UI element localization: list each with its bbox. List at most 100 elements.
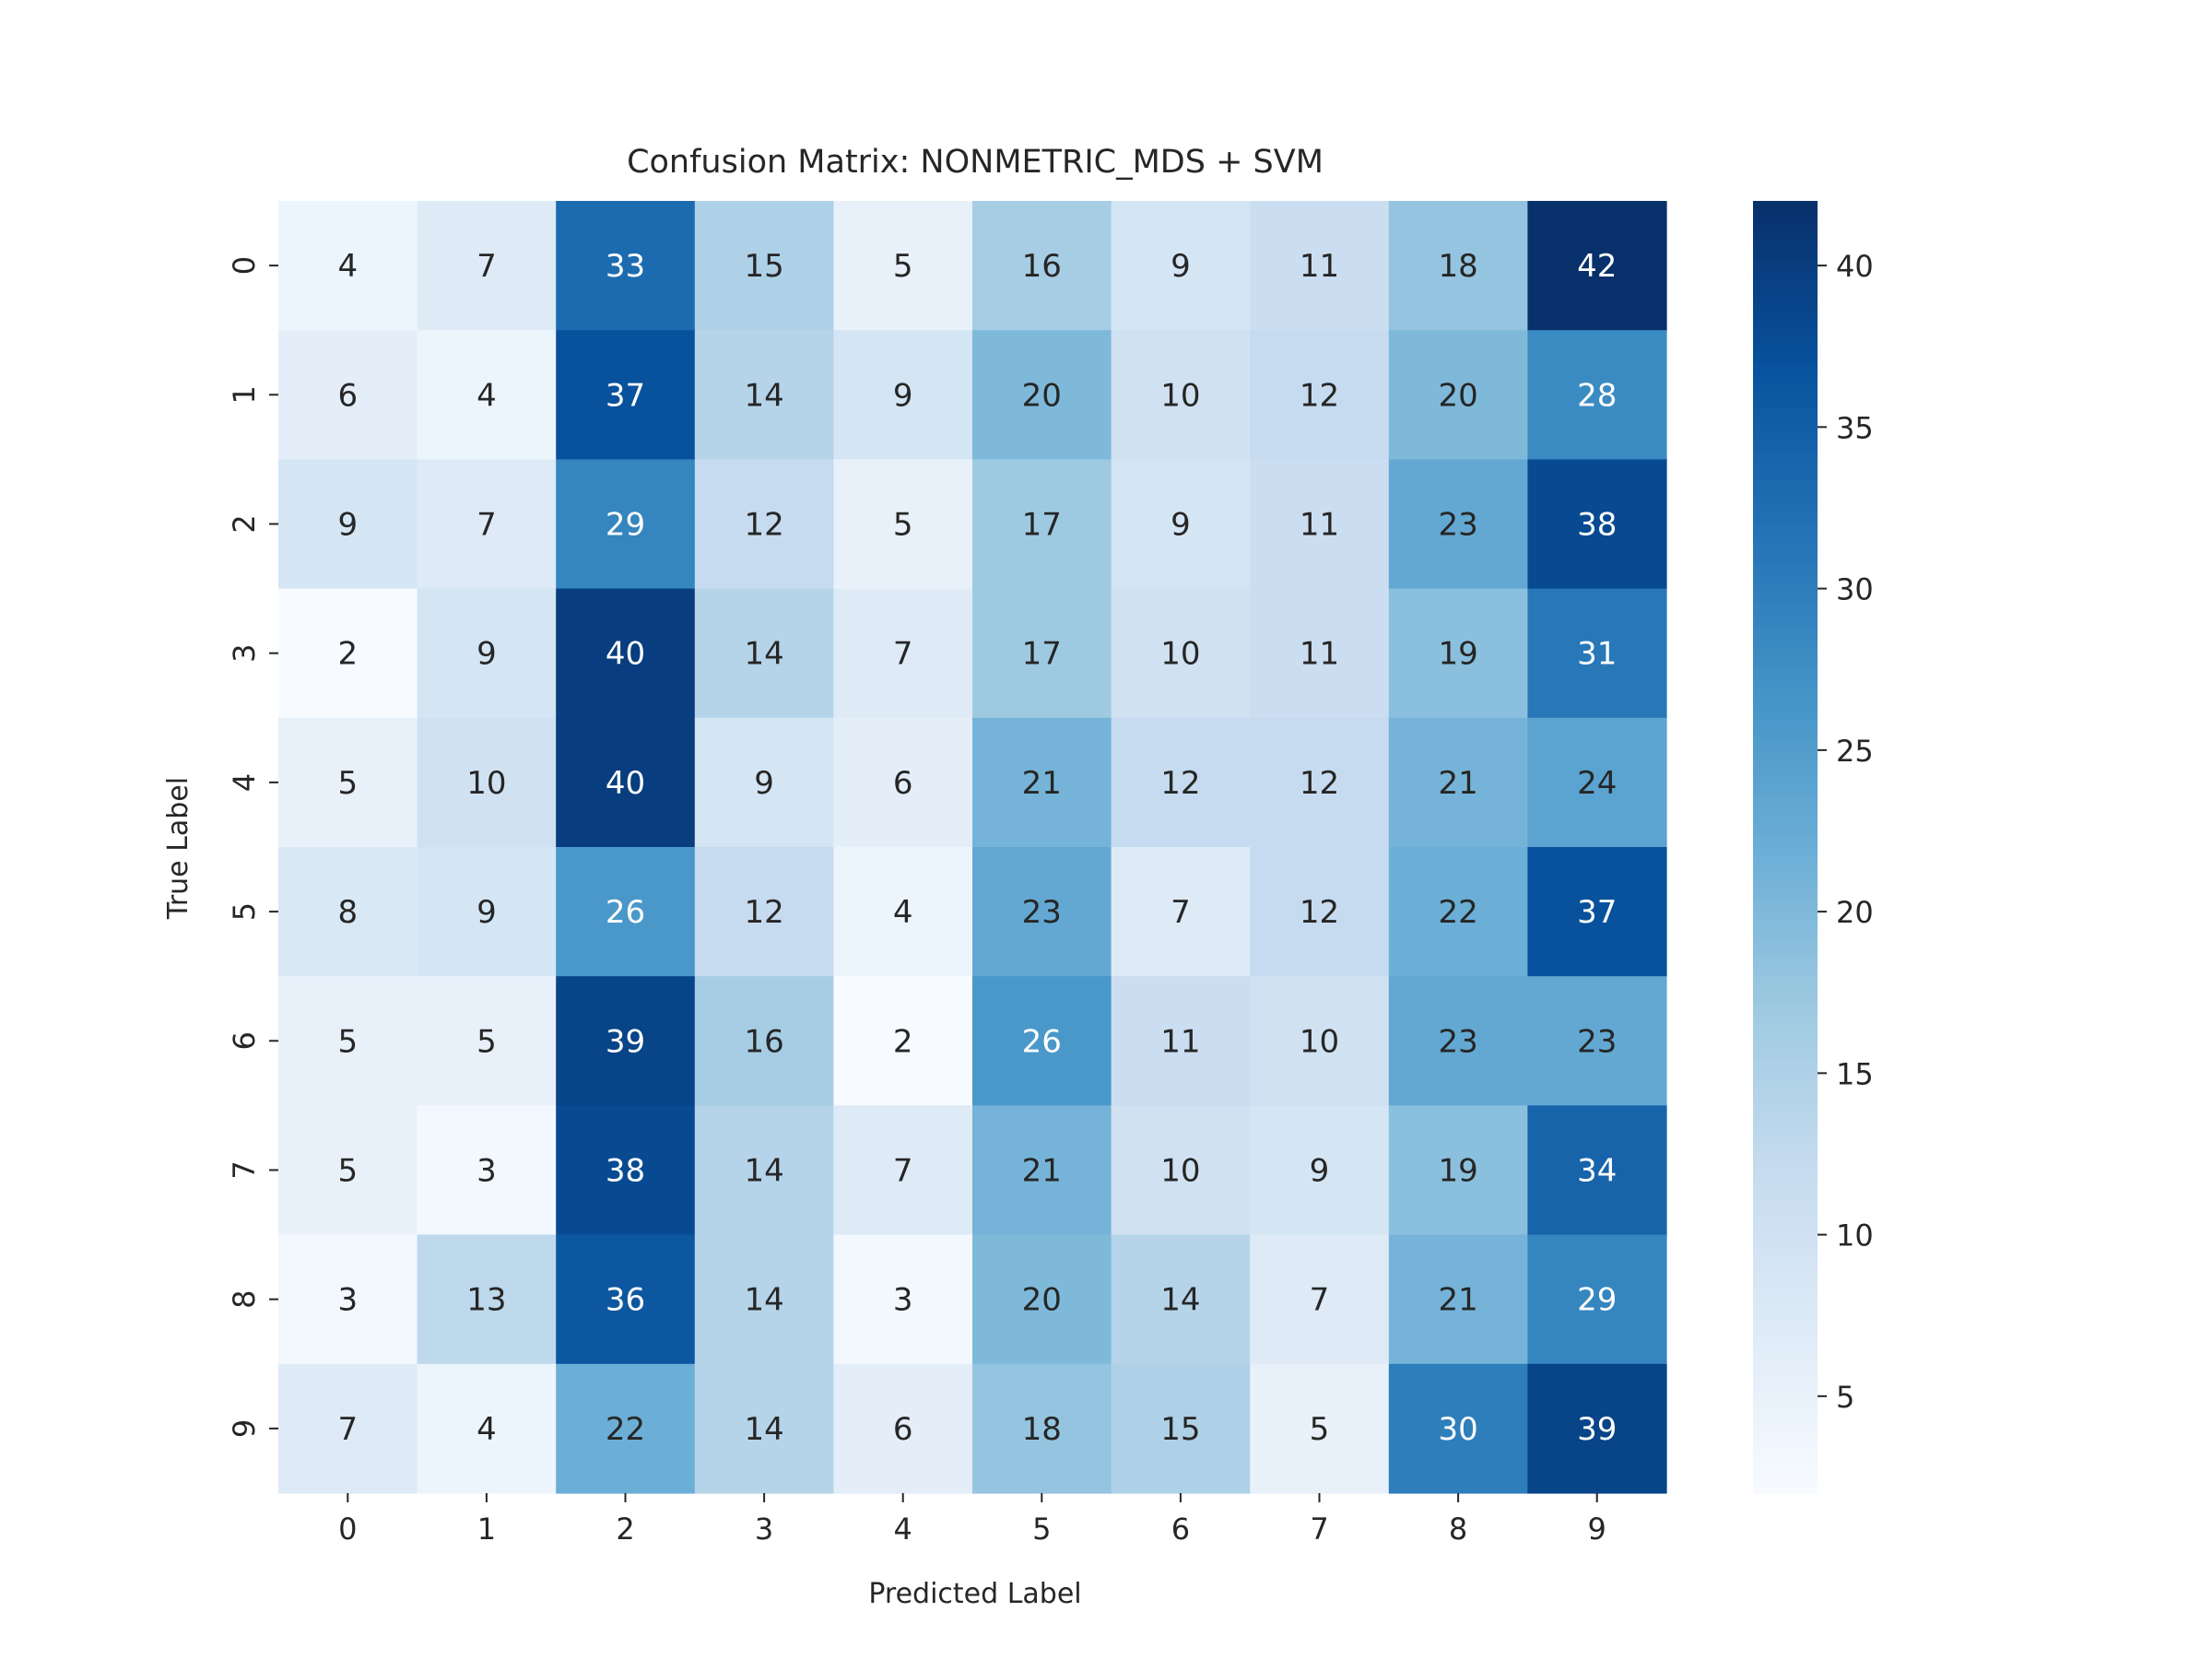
heatmap-cell xyxy=(417,1363,557,1494)
cell-value-label: 4 xyxy=(477,377,497,414)
colorbar-segment xyxy=(1753,1112,1818,1120)
cell-value-label: 20 xyxy=(1438,377,1477,414)
colorbar-segment xyxy=(1753,1460,1818,1468)
colorbar-segment xyxy=(1753,259,1818,266)
cell-value-label: 10 xyxy=(466,765,506,802)
cell-value-label: 14 xyxy=(744,1153,783,1190)
cell-value-label: 33 xyxy=(606,248,645,285)
heatmap-cell xyxy=(972,1363,1112,1494)
heatmap-cell xyxy=(694,201,834,331)
x-tick-label: 4 xyxy=(894,1512,912,1547)
cell-value-label: 10 xyxy=(1160,636,1200,673)
colorbar-segment xyxy=(1753,549,1818,558)
colorbar-segment xyxy=(1753,950,1818,958)
heatmap-cell xyxy=(556,459,696,590)
colorbar-segment xyxy=(1753,388,1818,396)
colorbar-segment xyxy=(1753,382,1818,390)
heatmap-cell xyxy=(556,1363,696,1494)
colorbar-segment xyxy=(1753,265,1818,273)
colorbar-segment xyxy=(1753,762,1818,771)
heatmap-cell xyxy=(1527,717,1667,848)
colorbar-segment xyxy=(1753,220,1818,228)
heatmap-cell xyxy=(1388,717,1528,848)
heatmap-cell xyxy=(1111,1363,1251,1494)
cell-value-label: 15 xyxy=(744,248,783,285)
colorbar-segment xyxy=(1753,995,1818,1004)
cell-value-label: 16 xyxy=(1022,248,1062,285)
colorbar-segment xyxy=(1753,1292,1818,1300)
colorbar-segment xyxy=(1753,1202,1818,1210)
cell-value-label: 10 xyxy=(1160,377,1200,414)
heatmap-cell xyxy=(1250,1105,1390,1236)
colorbar-segment xyxy=(1753,1286,1818,1294)
colorbar-segment xyxy=(1753,1447,1818,1455)
heatmap-cell xyxy=(1388,1234,1528,1365)
cell-value-label: 5 xyxy=(477,1023,497,1060)
colorbar-segment xyxy=(1753,931,1818,938)
heatmap-cell xyxy=(833,588,973,719)
heatmap-cell xyxy=(417,717,557,848)
heatmap-cell xyxy=(694,717,834,848)
heatmap-cell xyxy=(1388,1105,1528,1236)
heatmap-cell xyxy=(972,976,1112,1106)
heatmap-cell xyxy=(833,847,973,977)
colorbar-segment xyxy=(1753,1170,1818,1178)
colorbar-segment xyxy=(1753,485,1818,493)
colorbar-segment xyxy=(1753,227,1818,234)
heatmap-cell xyxy=(556,330,696,460)
colorbar-segment xyxy=(1753,756,1818,764)
heatmap-cell xyxy=(1250,1234,1390,1365)
cell-value-label: 11 xyxy=(1300,636,1339,673)
y-axis: 0 1 2 3 4 5 6 7 8 9 xyxy=(227,256,278,1438)
cell-value-label: 23 xyxy=(1438,1023,1477,1060)
heatmap-cell xyxy=(278,847,418,977)
cell-value-label: 12 xyxy=(744,507,783,544)
cell-value-label: 9 xyxy=(754,765,774,802)
colorbar-segment xyxy=(1753,607,1818,616)
colorbar-segment xyxy=(1753,1034,1818,1042)
y-tick-label: 4 xyxy=(227,773,262,792)
colorbar-segment xyxy=(1753,246,1818,253)
cell-value-label: 7 xyxy=(1171,894,1191,931)
cell-value-label: 9 xyxy=(1310,1153,1330,1190)
colorbar-segment xyxy=(1753,285,1818,292)
heatmap-cell xyxy=(1250,201,1390,331)
cell-value-label: 9 xyxy=(893,377,913,414)
heatmap-cell xyxy=(278,1363,418,1494)
colorbar-segment xyxy=(1753,982,1818,991)
colorbar-segment xyxy=(1753,1473,1818,1481)
colorbar-segment xyxy=(1753,407,1818,416)
heatmap-cell xyxy=(1527,330,1667,460)
heatmap-cell xyxy=(1111,459,1251,590)
colorbar-segment xyxy=(1753,427,1818,435)
cell-value-label: 34 xyxy=(1577,1153,1617,1190)
colorbar-segment xyxy=(1753,963,1818,971)
heatmap-cell xyxy=(694,1234,834,1365)
cell-value-label: 19 xyxy=(1438,1153,1477,1190)
heatmap-cell xyxy=(1527,459,1667,590)
cell-value-label: 3 xyxy=(477,1153,497,1190)
colorbar-segment xyxy=(1753,704,1818,712)
heatmap-cell xyxy=(417,459,557,590)
colorbar-segment xyxy=(1753,594,1818,603)
heatmap-cell xyxy=(1527,588,1667,719)
heatmap-cell xyxy=(1527,1363,1667,1494)
heatmap-cell xyxy=(417,330,557,460)
cell-value-label: 17 xyxy=(1022,507,1062,544)
colorbar-segment xyxy=(1753,1066,1818,1075)
colorbar-segment xyxy=(1753,349,1818,358)
colorbar-segment xyxy=(1753,240,1818,247)
colorbar-segment xyxy=(1753,1421,1818,1430)
colorbar-segment xyxy=(1753,324,1818,331)
colorbar-segment xyxy=(1753,1357,1818,1365)
cell-value-label: 12 xyxy=(1160,765,1200,802)
heatmap-cell xyxy=(278,588,418,719)
colorbar-segment xyxy=(1753,1234,1818,1242)
heatmap-cell xyxy=(1527,201,1667,331)
colorbar-segment xyxy=(1753,1124,1818,1133)
heatmap-cell xyxy=(1388,1363,1528,1494)
cell-value-label: 10 xyxy=(1160,1153,1200,1190)
colorbar-segment xyxy=(1753,1466,1818,1475)
colorbar-segment xyxy=(1753,1092,1818,1100)
